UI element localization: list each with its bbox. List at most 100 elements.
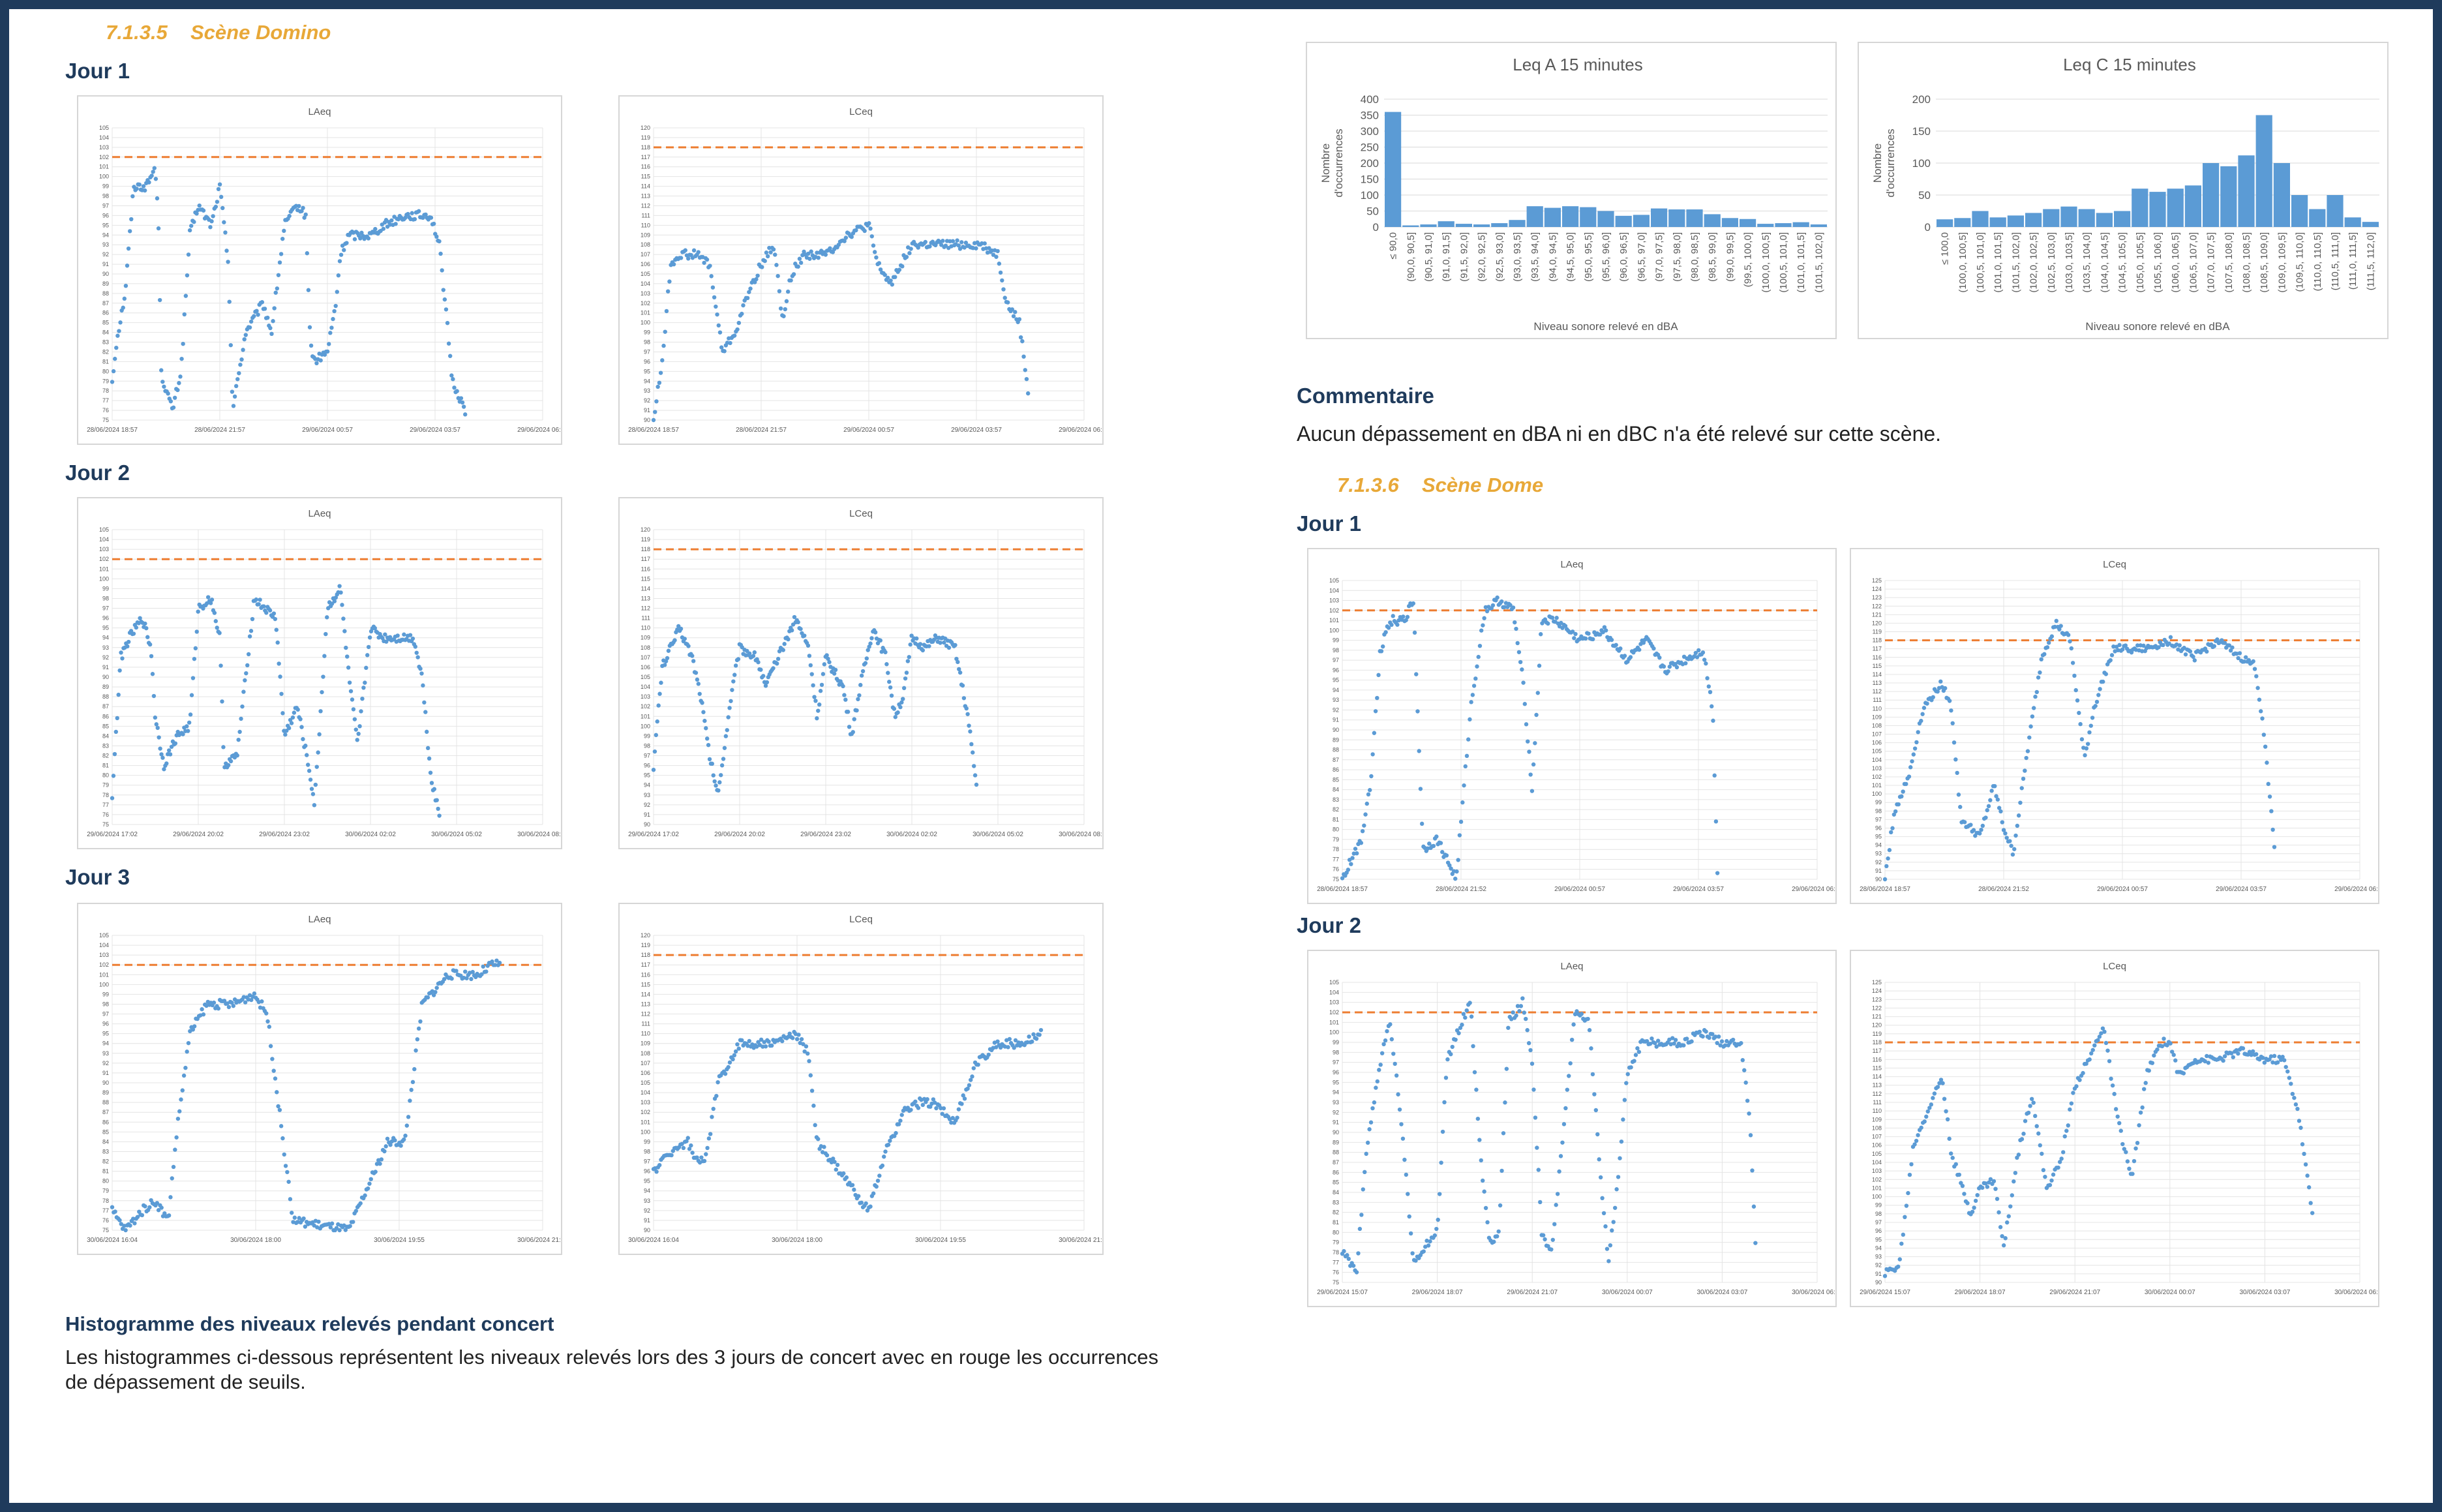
data-point: [2096, 693, 2101, 697]
data-point: [2010, 1193, 2014, 1198]
data-point: [295, 707, 300, 712]
data-point: [1988, 798, 1993, 802]
data-point: [2173, 1058, 2178, 1063]
y-tick-label: 120: [1872, 620, 1882, 626]
data-point: [335, 290, 339, 294]
data-point: [280, 1136, 285, 1141]
data-point: [816, 255, 821, 260]
y-tick-label: 94: [102, 232, 109, 238]
data-point: [903, 676, 908, 681]
data-point: [843, 235, 849, 240]
data-point: [762, 1040, 766, 1044]
data-point: [1449, 866, 1453, 871]
y-tick-label: 104: [641, 1089, 650, 1096]
data-point: [1636, 1050, 1642, 1054]
data-point: [348, 1224, 352, 1228]
data-point: [454, 969, 459, 973]
data-point: [279, 252, 284, 256]
data-point: [1997, 806, 2002, 810]
data-point: [1614, 643, 1618, 647]
y-tick-label: 104: [641, 684, 650, 690]
data-point: [2254, 674, 2259, 678]
y-tick-label: 110: [1873, 705, 1882, 712]
data-point: [366, 236, 371, 241]
data-point: [896, 710, 900, 715]
data-point: [1342, 1248, 1346, 1254]
gridlines: [112, 529, 543, 825]
data-point: [1712, 773, 1717, 778]
data-point: [878, 638, 883, 643]
data-point: [732, 673, 737, 677]
y-tick-label: 113: [641, 595, 650, 601]
data-point: [289, 721, 294, 725]
data-point: [260, 300, 265, 305]
data-point: [2147, 1068, 2151, 1073]
data-point: [2222, 1054, 2227, 1059]
data-point: [192, 656, 197, 661]
y-tick-label: 90: [644, 821, 650, 828]
data-point: [2120, 1142, 2125, 1147]
data-point: [2013, 833, 2018, 838]
data-point: [222, 220, 226, 224]
x-tick-label: (98,5, 99,0]: [1707, 232, 1718, 282]
data-point: [1531, 762, 1536, 767]
y-tick-label: 97: [644, 1158, 650, 1165]
data-point: [216, 187, 221, 192]
data-point: [1367, 1127, 1372, 1132]
data-point: [934, 1106, 939, 1111]
bar: [2273, 163, 2290, 227]
data-point: [151, 693, 157, 699]
data-point: [1464, 753, 1470, 759]
y-tick-label: 96: [644, 763, 650, 769]
data-point: [277, 1108, 282, 1112]
y-tick-label: 97: [644, 753, 650, 759]
data-point: [1363, 812, 1368, 817]
data-point: [355, 738, 359, 742]
data-point: [1522, 1010, 1526, 1015]
data-point: [732, 333, 737, 338]
data-point: [1462, 783, 1466, 788]
data-point: [2265, 761, 2269, 765]
data-point: [1718, 1043, 1723, 1048]
y-tick-label: 120: [1872, 1022, 1882, 1029]
data-point: [2105, 1048, 2110, 1053]
data-point: [2027, 735, 2032, 740]
data-point: [227, 299, 232, 304]
data-point: [708, 1132, 713, 1136]
data-point: [147, 180, 151, 185]
data-point: [1995, 1196, 2000, 1202]
data-point: [372, 626, 378, 631]
data-point: [342, 629, 347, 633]
data-point: [122, 296, 127, 301]
y-tick-label: 99: [102, 585, 109, 592]
data-point: [1606, 1259, 1611, 1263]
y-tick-label: 91: [102, 1070, 109, 1076]
data-point: [2033, 1113, 2038, 1119]
y-tick-label: 100: [99, 575, 109, 582]
y-tick-label: 105: [99, 526, 109, 533]
data-point: [1471, 1044, 1475, 1049]
y-tick-label: 119: [641, 536, 650, 543]
data-point: [1704, 1029, 1708, 1034]
data-point: [2272, 1053, 2277, 1059]
data-point: [1989, 789, 1994, 793]
data-point: [2001, 1243, 2006, 1248]
data-point: [871, 1191, 876, 1196]
data-point: [216, 1006, 221, 1011]
data-point: [2028, 724, 2033, 729]
data-point: [883, 650, 888, 655]
data-point: [2133, 1146, 2138, 1151]
data-point: [1524, 722, 1529, 727]
data-point: [691, 659, 696, 663]
data-point: [893, 715, 897, 719]
data-point: [1922, 1119, 1927, 1124]
data-point: [1572, 636, 1576, 641]
data-point: [1586, 631, 1591, 636]
y-tick-label: 111: [1873, 1099, 1882, 1106]
data-point: [2004, 836, 2009, 840]
data-point: [704, 257, 710, 262]
data-point: [835, 1162, 840, 1168]
data-point: [2310, 1211, 2315, 1215]
data-point: [781, 648, 785, 652]
bar: [1775, 223, 1792, 227]
